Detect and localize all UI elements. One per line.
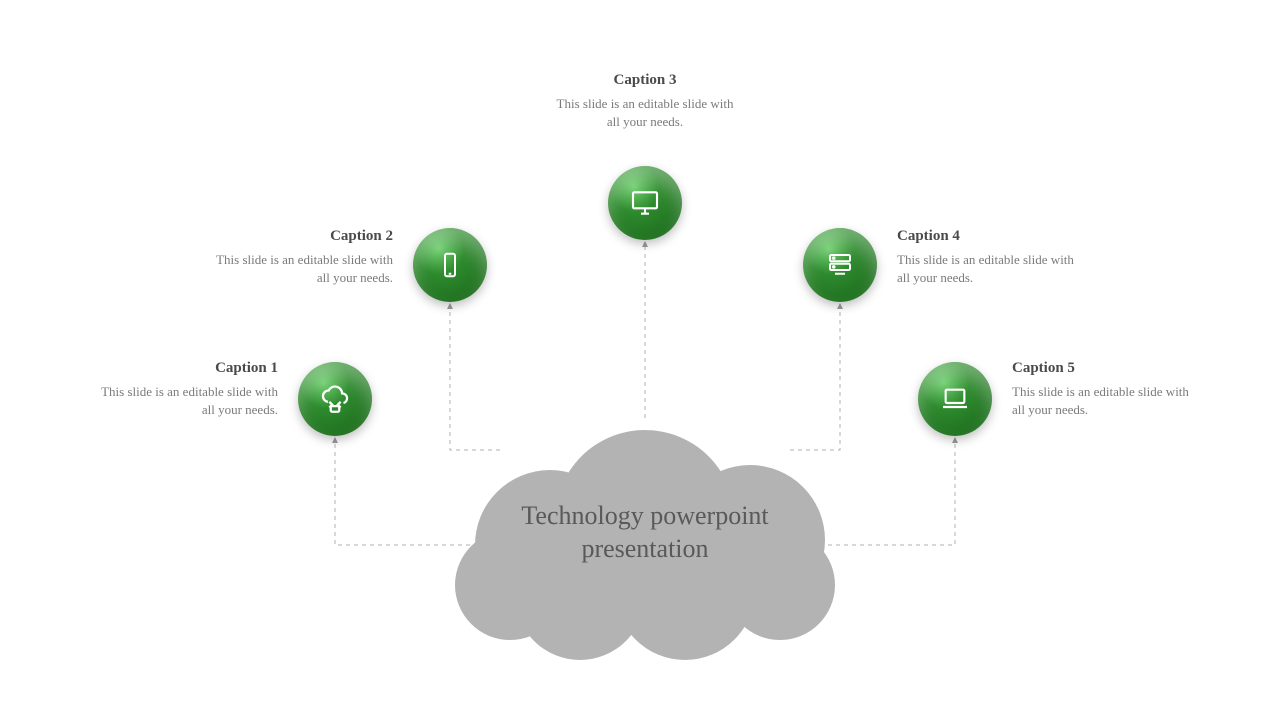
server-icon	[825, 250, 855, 280]
node-monitor	[608, 166, 682, 240]
laptop-icon	[939, 383, 971, 415]
central-cloud: Technology powerpointpresentation	[455, 410, 835, 650]
caption-desc: This slide is an editable slide with all…	[1012, 383, 1192, 419]
caption-title: Caption 1	[98, 360, 278, 377]
caption-desc: This slide is an editable slide with all…	[555, 95, 735, 131]
smartphone-icon	[435, 250, 465, 280]
cloud-title: Technology powerpointpresentation	[455, 500, 835, 565]
caption-desc: This slide is an editable slide with all…	[897, 251, 1077, 287]
caption-title: Caption 5	[1012, 360, 1192, 377]
caption-block-2: Caption 2 This slide is an editable slid…	[213, 228, 393, 287]
slide-stage: Technology powerpointpresentation Captio…	[0, 0, 1280, 720]
caption-block-5: Caption 5 This slide is an editable slid…	[1012, 360, 1192, 419]
node-laptop	[918, 362, 992, 436]
caption-title: Caption 2	[213, 228, 393, 245]
caption-desc: This slide is an editable slide with all…	[213, 251, 393, 287]
caption-block-1: Caption 1 This slide is an editable slid…	[98, 360, 278, 419]
connector-1	[335, 440, 470, 545]
caption-desc: This slide is an editable slide with all…	[98, 383, 278, 419]
cloud-sync-icon	[318, 382, 352, 416]
node-smartphone	[413, 228, 487, 302]
caption-title: Caption 4	[897, 228, 1077, 245]
caption-block-4: Caption 4 This slide is an editable slid…	[897, 228, 1077, 287]
caption-block-3: Caption 3 This slide is an editable slid…	[555, 72, 735, 131]
node-server	[803, 228, 877, 302]
caption-title: Caption 3	[555, 72, 735, 89]
monitor-icon	[629, 187, 661, 219]
node-cloud-sync	[298, 362, 372, 436]
connector-5	[820, 440, 955, 545]
